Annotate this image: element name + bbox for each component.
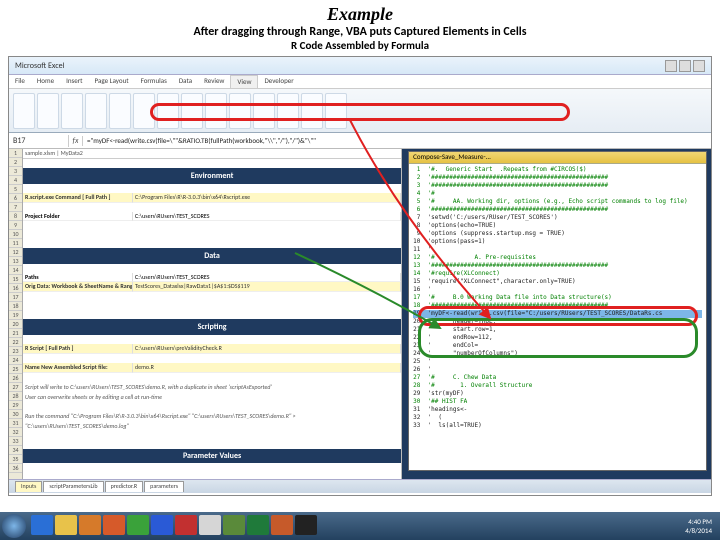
- minimize-button[interactable]: [665, 60, 677, 72]
- vba-window[interactable]: Compose-Save_Measure-... 1 '#. Generic S…: [408, 151, 707, 471]
- section-data: Data: [23, 248, 401, 264]
- date: 4/8/2014: [685, 526, 712, 535]
- slide-subtitle-2: R Code Assembled by Formula: [0, 39, 720, 54]
- name-box[interactable]: B17: [9, 135, 69, 147]
- ribbon-tab[interactable]: Data: [173, 75, 198, 88]
- ribbon-button[interactable]: [229, 93, 251, 129]
- left-worksheet[interactable]: 1234567891011121314151617181920212223242…: [9, 149, 402, 479]
- ribbon-button[interactable]: [253, 93, 275, 129]
- label: Project Folder: [23, 212, 133, 221]
- slide-subtitle-1: After dragging through Range, VBA puts C…: [0, 25, 720, 39]
- ribbon-tab[interactable]: Formulas: [135, 75, 173, 88]
- row-origdata[interactable]: Orig Data: Workbook & SheetName & Range:…: [23, 282, 401, 292]
- sheet-tab[interactable]: scriptParametersLib: [43, 481, 103, 492]
- media-icon[interactable]: [79, 515, 101, 535]
- ribbon-tab[interactable]: Page Layout: [89, 75, 135, 88]
- start-button[interactable]: [2, 514, 26, 538]
- section-params: Parameter Values: [23, 449, 401, 463]
- ribbon-button[interactable]: [85, 93, 107, 129]
- taskbar-clock[interactable]: 4:40 PM 4/8/2014: [685, 517, 718, 535]
- acrobat-icon[interactable]: [175, 515, 197, 535]
- ribbon-tab[interactable]: File: [9, 75, 31, 88]
- vba-code[interactable]: 1 '#. Generic Start .Repeats from #CIRCO…: [409, 164, 706, 432]
- workarea: 1234567891011121314151617181920212223242…: [9, 149, 711, 479]
- chrome-icon[interactable]: [127, 515, 149, 535]
- ribbon-tab[interactable]: Insert: [60, 75, 88, 88]
- ribbon-tab-active[interactable]: View: [230, 75, 258, 88]
- ribbon-button[interactable]: [325, 93, 347, 129]
- ribbon-tab[interactable]: Home: [31, 75, 60, 88]
- row-script[interactable]: R Script [ Full Path ] C:\users\RUsers\p…: [23, 344, 401, 354]
- ppt-icon[interactable]: [271, 515, 293, 535]
- taskbar: 4:40 PM 4/8/2014: [0, 512, 720, 540]
- value[interactable]: TestScores_Dataxlsx|RawData1|$A$1:$DS$11…: [133, 282, 401, 292]
- ribbon-button[interactable]: [157, 93, 179, 129]
- x-icon[interactable]: [223, 515, 245, 535]
- ie-icon[interactable]: [31, 515, 53, 535]
- ribbon-button[interactable]: [277, 93, 299, 129]
- close-button[interactable]: [693, 60, 705, 72]
- sheet-tab[interactable]: parameters: [144, 481, 184, 492]
- sheet-header: sample.xlsm | MyData2: [23, 149, 401, 159]
- row-name[interactable]: Name New Assembled Script file: demo.R: [23, 363, 401, 373]
- value[interactable]: C:\Program Files\R\R-3.0.3\bin\x64\Rscri…: [133, 193, 401, 203]
- statusbar: Inputs scriptParametersLib predictor.R p…: [9, 479, 711, 493]
- ribbon-tab[interactable]: Developer: [258, 75, 299, 88]
- sheet-tab[interactable]: predictor.R: [105, 481, 144, 492]
- window-titlebar: Microsoft Excel: [9, 57, 711, 75]
- value[interactable]: demo.R: [133, 363, 401, 373]
- row-rscript[interactable]: R.script.exe Command [ Full Path ] C:\Pr…: [23, 193, 401, 203]
- section-scripting: Scripting: [23, 319, 401, 335]
- fx-icon[interactable]: fx: [69, 136, 83, 146]
- label: R Script [ Full Path ]: [23, 344, 133, 354]
- note: "C:\users\RUsers\TEST_SCORES\demo.log": [23, 421, 401, 431]
- ribbon-button[interactable]: [133, 93, 155, 129]
- ribbon-button[interactable]: [61, 93, 83, 129]
- value[interactable]: C:\users\RUsers\TEST_SCORES: [133, 212, 401, 221]
- right-pane: Compose-Save_Measure-... 1 '#. Generic S…: [402, 149, 711, 479]
- cmd-icon[interactable]: [295, 515, 317, 535]
- slide-title: Example: [0, 0, 720, 25]
- explorer-icon[interactable]: [55, 515, 77, 535]
- formula-input[interactable]: ="myDF<-read(write.csv(file=\""&RATIO.TB…: [83, 135, 711, 146]
- firefox-icon[interactable]: [103, 515, 125, 535]
- ribbon-button[interactable]: [301, 93, 323, 129]
- label: R.script.exe Command [ Full Path ]: [23, 193, 133, 203]
- ribbon-button[interactable]: [37, 93, 59, 129]
- window-title: Microsoft Excel: [15, 61, 64, 71]
- note: Run the command "C:\Program Files\R\R-3.…: [23, 411, 401, 421]
- excel-icon[interactable]: [247, 515, 269, 535]
- maximize-button[interactable]: [679, 60, 691, 72]
- row-folder[interactable]: Project Folder C:\users\RUsers\TEST_SCOR…: [23, 212, 401, 221]
- note: Script will write to C:\users\RUsers\TES…: [23, 382, 401, 392]
- ribbon-button[interactable]: [181, 93, 203, 129]
- ribbon-button[interactable]: [205, 93, 227, 129]
- excel-window: Microsoft Excel File Home Insert Page La…: [8, 56, 712, 496]
- vba-title: Compose-Save_Measure-...: [409, 152, 706, 164]
- ribbon-tab[interactable]: Review: [198, 75, 230, 88]
- row-headers: 1234567891011121314151617181920212223242…: [9, 149, 23, 479]
- ribbon-button[interactable]: [13, 93, 35, 129]
- value[interactable]: C:\users\RUsers\TEST_SCORES: [133, 273, 401, 282]
- sheet-tabs: Inputs scriptParametersLib predictor.R p…: [15, 481, 184, 492]
- label: Name New Assembled Script file:: [23, 363, 133, 373]
- paint-icon[interactable]: [199, 515, 221, 535]
- time: 4:40 PM: [685, 517, 712, 526]
- formula-bar: B17 fx ="myDF<-read(write.csv(file=\""&R…: [9, 133, 711, 149]
- label: Paths: [23, 273, 133, 282]
- section-environment: Environment: [23, 168, 401, 184]
- value[interactable]: C:\users\RUsers\preValidityCheck.R: [133, 344, 401, 354]
- label: Orig Data: Workbook & SheetName & Range:: [23, 282, 133, 292]
- row-paths[interactable]: Paths C:\users\RUsers\TEST_SCORES: [23, 273, 401, 282]
- ribbon-button[interactable]: [109, 93, 131, 129]
- ribbon-tabs: File Home Insert Page Layout Formulas Da…: [9, 75, 711, 89]
- ribbon-body: [9, 89, 711, 133]
- word-icon[interactable]: [151, 515, 173, 535]
- note: User can overwrite sheets or by editing …: [23, 392, 401, 402]
- sheet-tab[interactable]: Inputs: [15, 481, 42, 492]
